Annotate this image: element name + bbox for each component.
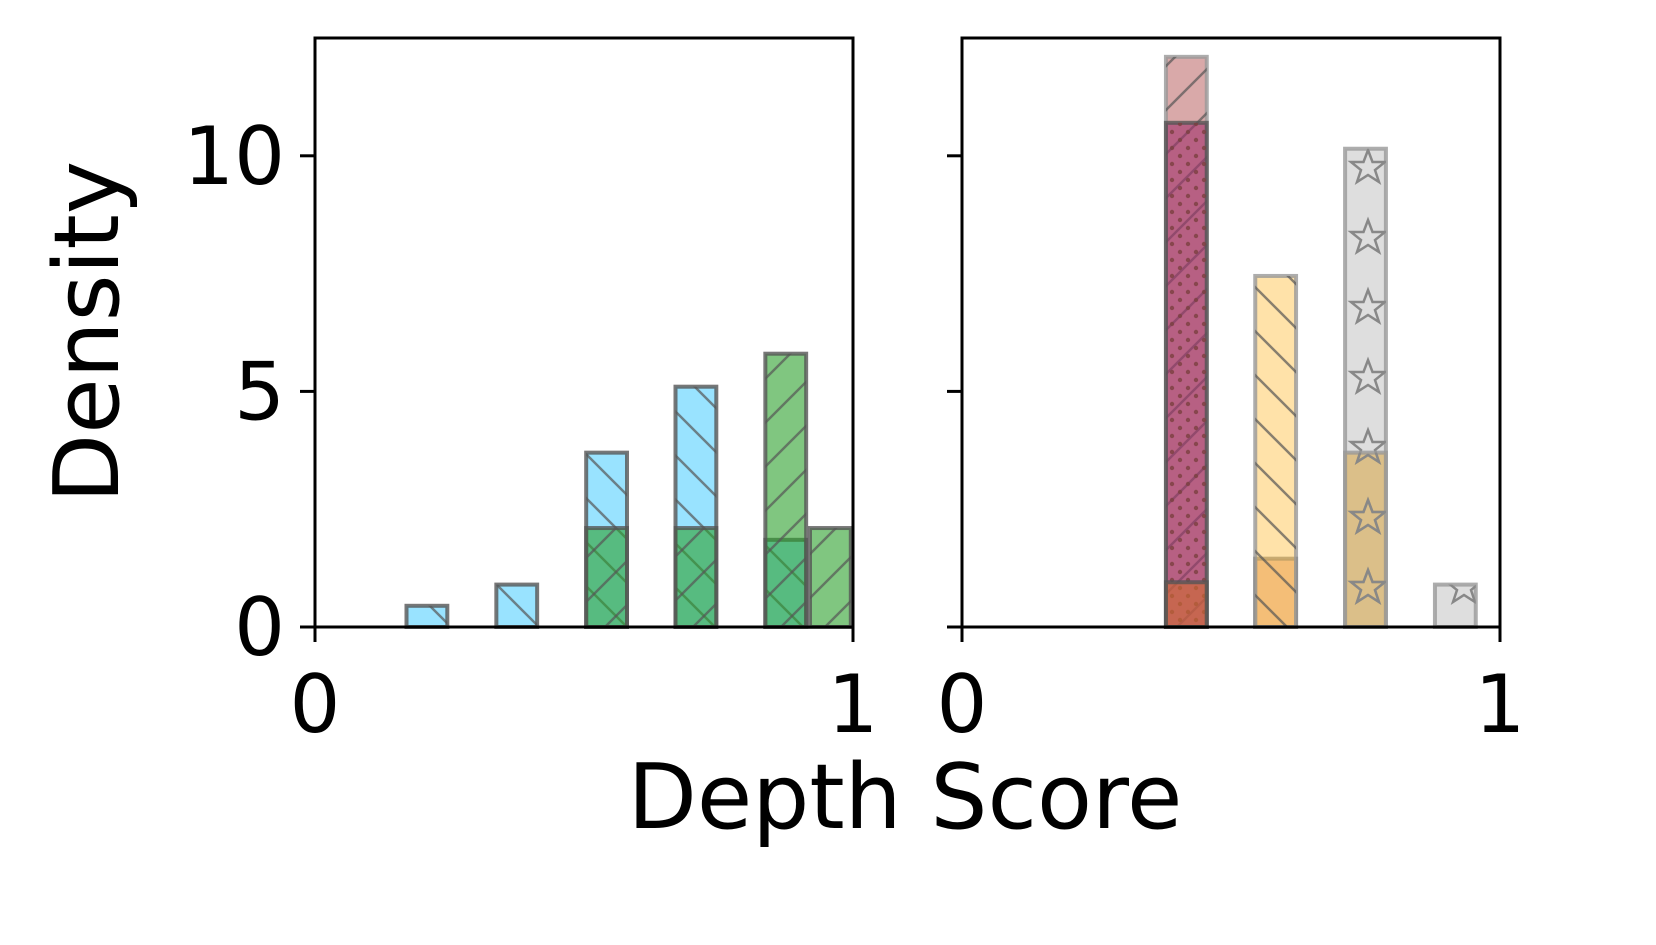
right-bar-gray-1-hatch xyxy=(1434,584,1476,627)
left-bar-green-3-hatch xyxy=(809,528,851,627)
right-plot-frame xyxy=(960,36,1502,629)
left-panel: 0 5 10 0 1 xyxy=(183,36,879,751)
y-tick-label-5: 5 xyxy=(234,345,285,438)
left-x-tick-label-1: 1 xyxy=(828,658,879,751)
right-bar-tan-0-hatch xyxy=(1345,452,1386,627)
right-bar-peach-0-hatch xyxy=(1255,275,1297,627)
left-bar-green-1-hatch xyxy=(675,528,717,627)
left-x-tick-label-0: 0 xyxy=(290,658,341,751)
right-x-tick-label-0: 0 xyxy=(937,658,988,751)
right-bar-purple-0-hatch xyxy=(1165,122,1207,627)
x-axis-label: Depth Score xyxy=(628,745,1183,850)
left-bar-green-0-hatch xyxy=(586,528,628,627)
y-tick-label-10: 10 xyxy=(183,110,285,203)
left-plot-frame xyxy=(313,36,855,629)
y-tick-label-0: 0 xyxy=(234,581,285,674)
left-bar-blue-1-hatch xyxy=(496,584,538,627)
right-x-tick-label-1: 1 xyxy=(1475,658,1526,751)
left-bar-blue-0-hatch xyxy=(406,605,448,627)
y-axis-label: Density xyxy=(35,161,140,503)
right-bar-orange-0 xyxy=(1163,580,1209,630)
left-bar-green-2-hatch xyxy=(765,353,807,627)
